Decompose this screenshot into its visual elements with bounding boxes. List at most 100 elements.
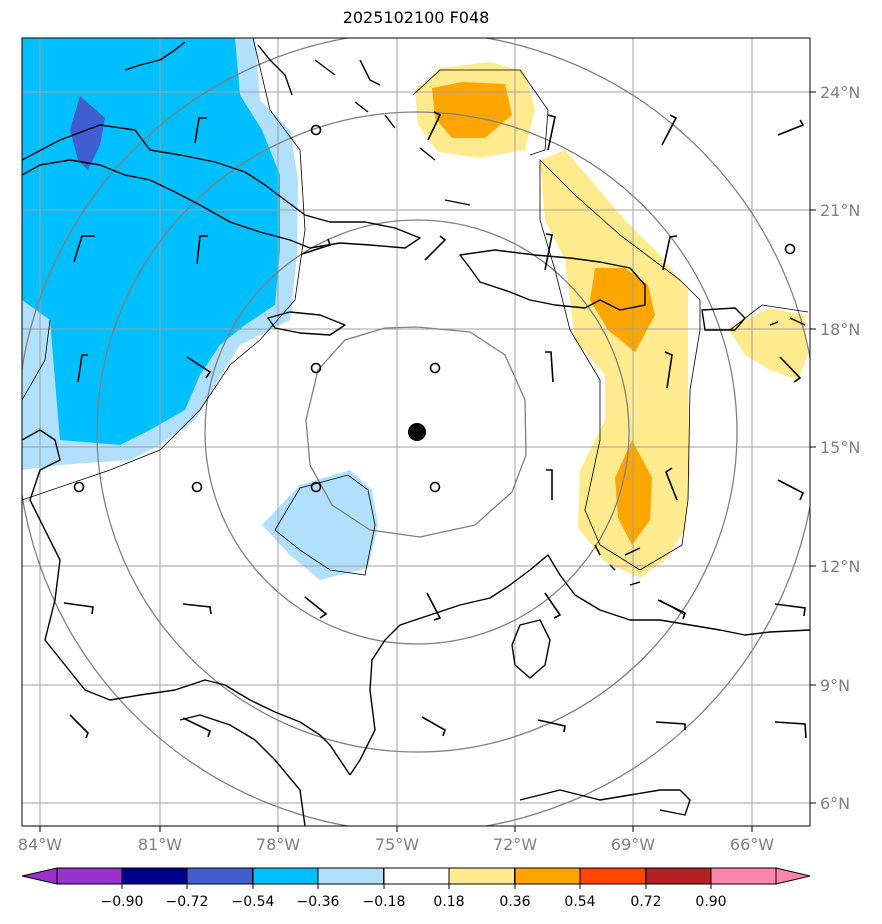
wind-barb [69,714,89,739]
wind-barb [537,719,566,733]
calm-circle [429,362,441,374]
colorbar-labels: −0.90 −0.72 −0.54 −0.36 −0.18 0.18 0.36 … [101,894,727,910]
hispaniola-coast [459,249,646,311]
calm-markers [73,124,796,493]
coastlines [22,41,810,826]
wind-barb [77,354,88,383]
lon-label: 72°W [493,835,537,854]
calm-circle [191,481,203,493]
colorbar-bin [383,867,450,885]
wind-barb [63,602,94,615]
lesser-antilles [594,317,806,586]
shade-neg-018-south [262,470,378,580]
wind-barb [777,119,805,136]
panama-isthmus [179,714,306,826]
jamaica-coast [267,311,346,336]
colorbar-label: −0.36 [297,894,340,910]
colorbar-label: 0.36 [499,894,530,910]
lon-label: 69°W [611,835,655,854]
colorbar-label: −0.54 [232,894,275,910]
lat-label: 18°N [820,320,860,339]
shade-pos-036-north [432,82,512,138]
latitude-labels: 24°N 21°N 18°N 15°N 12°N 9°N 6°N [820,83,860,813]
lat-label: 24°N [820,83,860,102]
colorbar-bin [121,867,188,885]
wind-barb [196,235,208,265]
wind-barb [779,356,802,383]
lon-label: 75°W [375,835,419,854]
wind-barb [655,721,686,730]
lat-label: 6°N [820,794,850,813]
tick-marks [39,91,816,832]
plot-frame [21,37,811,827]
colorbar-label: −0.90 [101,894,144,910]
central-america-coast [22,429,351,776]
wind-barb [664,351,673,389]
bahamas-coast [257,44,471,206]
storm-center-dot [408,423,426,441]
shade-pos-018-chain [540,150,690,578]
wind-barb [421,716,446,737]
graticule [22,38,810,826]
lat-label: 21°N [820,201,860,220]
lat-label: 9°N [820,676,850,695]
wind-barb [661,114,678,146]
calm-circle [310,124,322,136]
colorbar-ticks [121,884,712,889]
colorbar-bin [645,867,712,885]
contour-lines [22,38,809,616]
shade-neg-054 [70,96,105,170]
lake-maracaibo [511,619,551,679]
colorbar-label: 0.72 [630,894,661,910]
colorbar-bin [710,867,777,885]
lat-label: 12°N [820,557,860,576]
colorbar-arrow-low [21,867,58,885]
calm-circle [784,243,796,255]
colorbar-bin [448,867,515,885]
puerto-rico-coast [701,307,746,331]
wind-barb [777,479,805,501]
trinidad [659,789,691,816]
wind-barb [547,114,556,151]
plot-area [22,38,810,826]
wind-barb [186,356,212,379]
range-rings [22,38,810,826]
map-title: 2025102100 F048 [342,8,490,27]
wind-barb [662,235,678,271]
wind-barb [427,111,442,141]
colorbar-bin [579,867,646,885]
lon-label: 78°W [256,835,300,854]
colorbar-bin [56,867,123,885]
colorbar-label: −0.72 [166,894,209,910]
wind-barb [73,235,95,263]
wind-barb [304,596,328,619]
south-america-coast [349,554,810,776]
wind-barb [657,599,686,620]
wind-barb [545,351,554,383]
wind-barb [544,592,562,619]
colorbar-label: −0.18 [363,894,406,910]
wind-barb [182,603,212,615]
colorbar-label: 0.18 [433,894,464,910]
lon-label: 84°W [18,835,62,854]
wind-barb [301,238,332,255]
wind-barb [774,721,807,739]
colorbar-label: 0.90 [695,894,726,910]
colorbar-arrow-high [775,867,811,885]
wind-barb [774,603,806,617]
calm-circle [310,481,322,493]
wind-barb [544,233,553,271]
wind-barb [426,592,442,621]
venezuela-inland [519,789,661,801]
wind-barb [424,235,447,261]
wind-barb [546,469,553,500]
wind-barb [182,717,211,738]
colorbar-bin [252,867,319,885]
lon-label: 81°W [138,835,182,854]
colorbar-bin [514,867,581,885]
cuba-coast [22,124,421,249]
lon-label: 66°W [730,835,774,854]
colorbar-bin [186,867,253,885]
wind-barb [194,117,207,144]
colorbar-label: 0.54 [564,894,595,910]
